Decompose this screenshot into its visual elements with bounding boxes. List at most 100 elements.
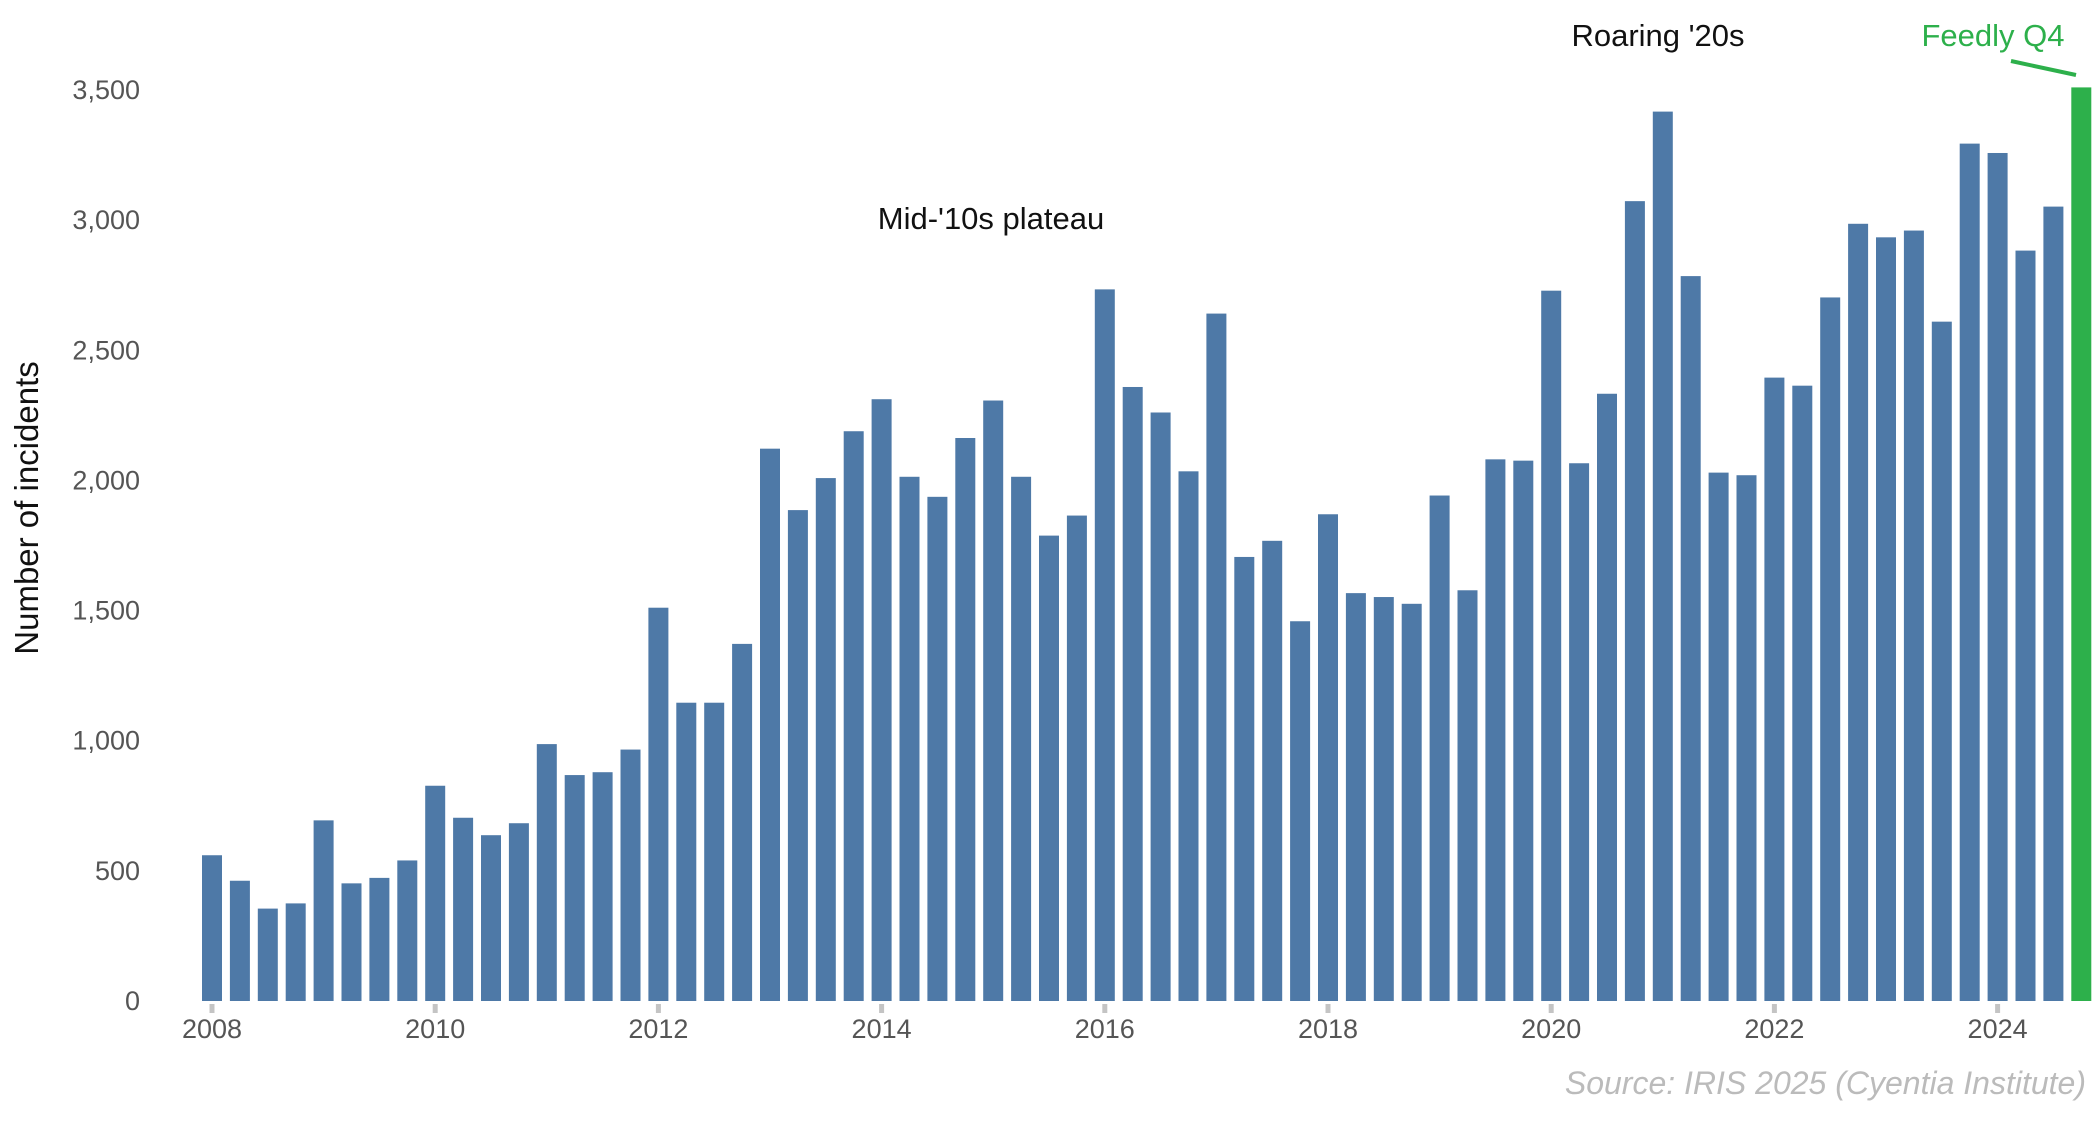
bar — [760, 448, 780, 1001]
bar — [1764, 377, 1785, 1001]
x-tick-label: 2012 — [628, 1014, 688, 1044]
bar — [648, 607, 669, 1001]
bar — [397, 860, 418, 1001]
bar — [313, 820, 334, 1001]
bar — [1903, 230, 1924, 1001]
bar — [676, 702, 697, 1001]
bar — [1541, 290, 1562, 1001]
y-tick-label: 500 — [95, 856, 140, 886]
y-axis-ticks: 0 500 1,000 1,500 2,000 2,500 3,000 3,500 — [72, 75, 140, 1016]
bar — [2015, 250, 2036, 1001]
y-tick-label: 0 — [125, 986, 140, 1016]
bar — [1429, 495, 1450, 1001]
bar — [1150, 412, 1171, 1001]
bar — [1094, 289, 1115, 1001]
x-tick-label: 2010 — [405, 1014, 465, 1044]
x-tick-mark — [655, 1004, 661, 1013]
bar — [1513, 460, 1534, 1001]
bar — [257, 908, 278, 1001]
bar — [955, 438, 976, 1001]
bar — [620, 749, 641, 1001]
x-tick-mark — [1771, 1004, 1777, 1013]
bar — [899, 476, 920, 1002]
y-tick-label: 2,000 — [72, 465, 140, 495]
bars-group — [202, 87, 2092, 1002]
bar — [481, 835, 501, 1001]
bar — [704, 702, 725, 1001]
bar — [1792, 385, 1813, 1001]
annotation-feedly-leader-line — [2010, 59, 2077, 77]
bar — [1345, 593, 1366, 1001]
source-note: Source: IRIS 2025 (Cyentia Institute) — [1565, 1065, 2086, 1101]
bar — [1959, 143, 1980, 1002]
bar-highlight — [2071, 87, 2092, 1001]
x-tick-label: 2018 — [1298, 1014, 1358, 1044]
bar — [843, 431, 864, 1001]
bar — [202, 855, 222, 1001]
bar — [229, 880, 250, 1001]
bar — [1624, 201, 1645, 1002]
bar — [1652, 111, 1673, 1002]
x-tick-label: 2024 — [1968, 1014, 2028, 1044]
bar — [1234, 556, 1255, 1001]
bar — [369, 877, 390, 1001]
x-tick-mark — [1548, 1004, 1554, 1013]
x-tick-label: 2016 — [1075, 1014, 1135, 1044]
x-tick-label: 2014 — [852, 1014, 912, 1044]
x-tick-mark — [432, 1004, 438, 1013]
bar — [1597, 393, 1617, 1001]
x-tick-label: 2008 — [182, 1014, 242, 1044]
bar — [1178, 471, 1199, 1001]
x-tick-mark — [1325, 1004, 1331, 1013]
bar — [1987, 152, 2008, 1001]
annotation-mid-10s-plateau: Mid-'10s plateau — [878, 201, 1105, 236]
bar — [536, 744, 557, 1001]
bar — [1066, 515, 1087, 1001]
bar — [1401, 603, 1422, 1001]
bar — [1373, 597, 1394, 1001]
bar — [1569, 463, 1590, 1001]
bar — [1457, 590, 1478, 1001]
bar — [1290, 621, 1311, 1001]
bar — [983, 400, 1004, 1001]
bar — [1485, 459, 1506, 1001]
bar — [453, 817, 474, 1001]
bar — [1736, 475, 1757, 1001]
y-tick-label: 1,000 — [72, 726, 140, 756]
bar — [1848, 223, 1869, 1001]
bar — [508, 823, 529, 1001]
x-tick-mark — [209, 1004, 215, 1013]
bar — [1820, 297, 1841, 1001]
bar — [1680, 276, 1701, 1002]
y-axis-label: Number of incidents — [8, 361, 45, 654]
bar — [341, 883, 362, 1001]
bar — [732, 643, 753, 1001]
bar — [285, 903, 306, 1001]
bar — [592, 772, 613, 1001]
bar — [787, 510, 808, 1001]
bar — [425, 785, 446, 1001]
x-tick-mark — [1102, 1004, 1108, 1013]
bar — [1122, 386, 1143, 1002]
annotation-feedly-q4: Feedly Q4 — [1921, 18, 2064, 53]
annotation-roaring-20s: Roaring '20s — [1571, 18, 1744, 53]
bar — [1318, 514, 1338, 1001]
bar — [2043, 206, 2064, 1001]
bar — [564, 775, 585, 1001]
bar — [1011, 476, 1032, 1002]
y-tick-label: 1,500 — [72, 596, 140, 626]
bar — [927, 496, 948, 1001]
y-tick-label: 2,500 — [72, 335, 140, 365]
bar — [1931, 321, 1952, 1001]
y-tick-label: 3,000 — [72, 205, 140, 235]
bar — [1206, 313, 1227, 1001]
bar — [871, 399, 892, 1001]
x-tick-label: 2020 — [1521, 1014, 1581, 1044]
x-axis-ticks: 2008 2010 2012 2014 2016 2018 2020 2022 2024 — [182, 1004, 2028, 1044]
bar — [815, 478, 836, 1001]
bar — [1876, 237, 1896, 1001]
x-tick-label: 2022 — [1744, 1014, 1804, 1044]
x-tick-mark — [1995, 1004, 2001, 1013]
bar — [1708, 472, 1729, 1001]
